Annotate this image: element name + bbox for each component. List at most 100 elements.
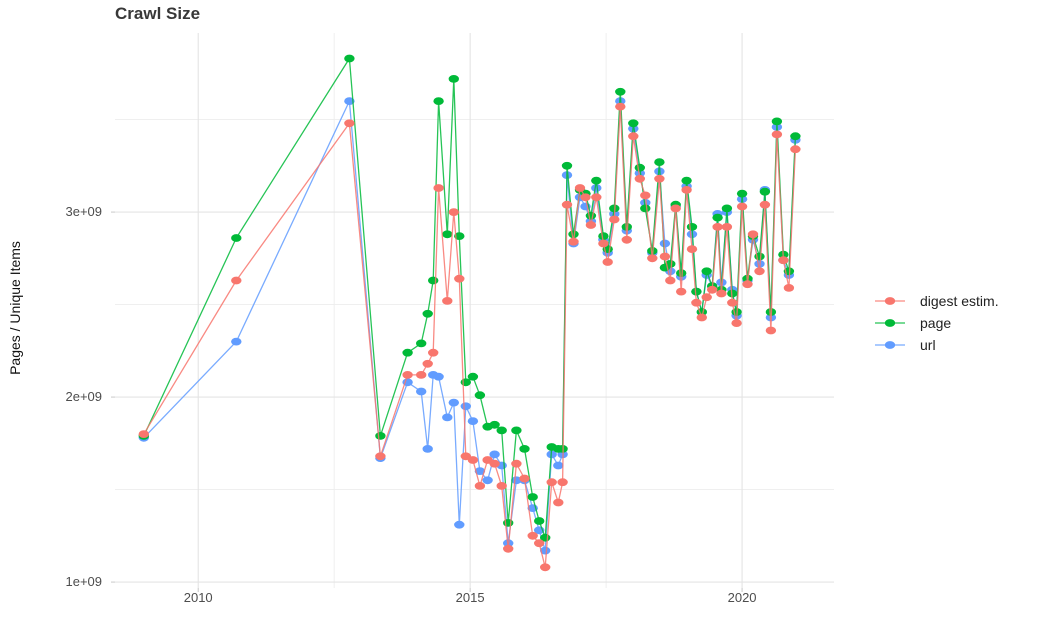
data-point [580, 193, 591, 202]
data-point [742, 280, 753, 289]
gridlines-minor [115, 33, 834, 588]
data-point [647, 247, 658, 255]
legend-item-url: url [874, 334, 999, 356]
data-point [665, 276, 676, 285]
data-point [665, 260, 676, 268]
data-point [701, 267, 712, 276]
data-point [467, 456, 479, 464]
data-point [712, 213, 723, 222]
data-point [736, 189, 748, 198]
data-point [138, 430, 149, 438]
data-point [686, 245, 698, 254]
data-point [527, 493, 538, 501]
data-point [585, 211, 597, 220]
x-tick-label: 2010 [183, 590, 213, 605]
data-point [654, 158, 665, 167]
data-point [448, 75, 459, 83]
data-point [701, 293, 712, 302]
legend-label: page [920, 315, 952, 331]
data-point [771, 130, 783, 139]
data-point [433, 184, 444, 192]
data-point [765, 326, 777, 335]
data-point [634, 163, 645, 172]
data-point [712, 223, 723, 231]
data-point [634, 174, 645, 183]
data-point [540, 563, 551, 572]
data-point [654, 174, 665, 183]
data-point [621, 235, 632, 244]
data-point [647, 254, 658, 263]
data-point [771, 117, 783, 126]
axis-ticks [111, 211, 743, 592]
data-point [634, 169, 645, 178]
data-point [754, 267, 765, 276]
data-point [759, 187, 771, 196]
data-point [615, 102, 626, 111]
chart-title: Crawl Size [115, 4, 201, 23]
y-tick-label: 2e+09 [65, 389, 102, 405]
data-point [696, 313, 707, 322]
series-digest-estim [138, 102, 801, 572]
data-point [540, 546, 551, 555]
data-point [511, 476, 522, 485]
data-point [676, 269, 687, 277]
data-point [344, 54, 355, 63]
legend-item-digest-estim: digest estim. [874, 290, 999, 312]
data-point [691, 298, 702, 307]
data-point [519, 474, 530, 483]
data-point [790, 132, 801, 141]
data-point [598, 232, 609, 241]
data-point [574, 184, 586, 192]
data-point [721, 204, 733, 213]
data-point [454, 520, 465, 529]
data-point [736, 202, 748, 211]
data-point [727, 298, 738, 307]
data-point [561, 200, 573, 209]
data-point [783, 284, 795, 292]
data-point [640, 204, 651, 213]
data-point [489, 450, 500, 459]
gridlines-major [115, 33, 834, 588]
data-point [416, 387, 427, 396]
data-point [344, 119, 355, 128]
data-point [568, 230, 579, 239]
data-point [681, 176, 692, 185]
data-point [442, 230, 453, 239]
data-point [344, 97, 355, 105]
data-point [433, 372, 444, 381]
legend-label: url [920, 337, 936, 353]
data-point [534, 517, 545, 525]
data-point [442, 297, 453, 305]
data-point [482, 476, 493, 485]
data-point [534, 539, 545, 548]
data-point [553, 461, 564, 470]
data-point [659, 239, 671, 248]
data-point [727, 289, 738, 298]
data-point [489, 459, 500, 468]
data-point [428, 276, 439, 285]
data-point [422, 309, 433, 318]
legend-key-icon [875, 297, 905, 305]
data-point [553, 498, 564, 507]
data-point [474, 467, 486, 475]
data-point [511, 459, 522, 468]
x-tick-label: 2015 [455, 590, 485, 605]
legend: digest estim. page url [874, 290, 999, 356]
data-point [681, 186, 692, 194]
data-point [422, 359, 433, 368]
data-point [467, 372, 479, 381]
series-page [138, 54, 801, 542]
data-point [402, 371, 413, 379]
data-point [585, 221, 597, 229]
data-point [691, 287, 702, 296]
data-point [442, 413, 453, 422]
data-point [503, 519, 514, 527]
data-point [489, 420, 500, 429]
y-tick-label: 3e+09 [65, 204, 102, 220]
data-point [511, 426, 522, 435]
data-point [659, 252, 671, 261]
data-point [640, 198, 651, 207]
data-point [686, 223, 698, 231]
